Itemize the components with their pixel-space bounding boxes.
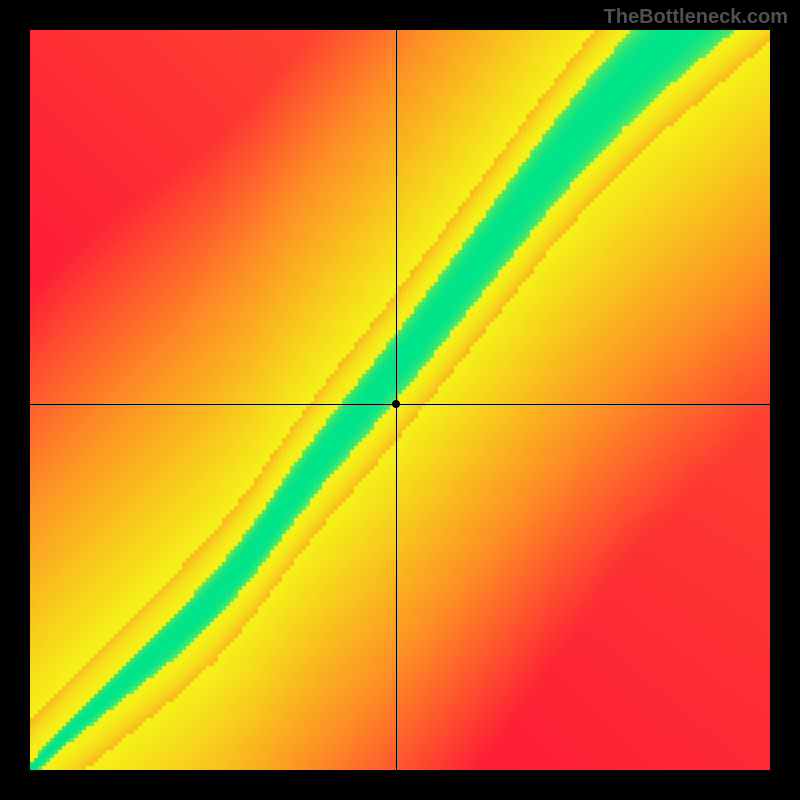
heatmap-plot (30, 30, 770, 770)
crosshair-marker (392, 400, 400, 408)
heatmap-canvas (30, 30, 770, 770)
watermark-text: TheBottleneck.com (604, 6, 788, 29)
